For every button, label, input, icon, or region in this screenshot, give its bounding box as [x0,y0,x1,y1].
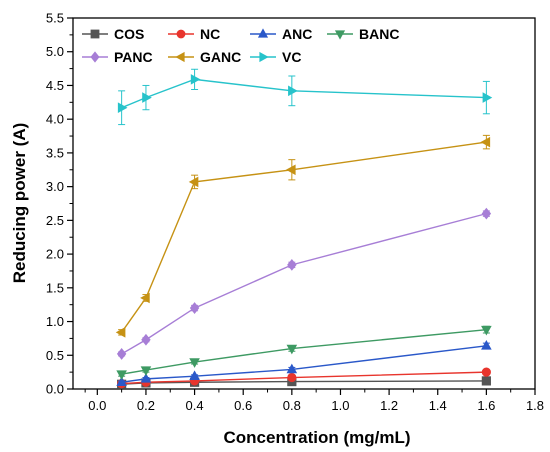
x-tick-label: 1.6 [477,398,495,413]
marker-triangle-down [189,358,200,368]
marker-triangle-down [334,30,346,40]
legend-label: ANC [282,26,312,42]
legend-item-banc: BANC [327,26,399,42]
y-tick-label: 4.0 [46,112,64,127]
y-tick-label: 2.0 [46,247,64,262]
legend-item-nc: NC [168,26,220,42]
legend-item-panc: PANC [82,49,153,65]
marker-triangle-up [481,339,492,350]
series-ganc [115,134,491,338]
marker-diamond [287,258,297,271]
legend-label: BANC [359,26,399,42]
marker-circle [481,367,491,377]
series-line [121,212,487,355]
y-tick-label: 0.0 [46,382,64,397]
marker-triangle-down [481,325,492,336]
marker-triangle-right [482,92,493,103]
marker-triangle-left [285,164,296,176]
marker-square [481,376,491,386]
marker-triangle-right [117,102,128,114]
y-tick-label: 5.5 [46,11,64,26]
marker-triangle-right [259,51,269,63]
series-anc [116,339,492,387]
marker-triangle-up [257,28,269,38]
x-tick-label: 1.8 [526,398,544,413]
x-tick-label: 0.8 [283,398,301,413]
legend-item-cos: COS [82,26,144,42]
series-line [121,78,487,109]
x-tick-label: 1.0 [331,398,349,413]
series-panc [116,207,492,360]
marker-diamond [189,302,200,314]
marker-triangle-right [190,74,201,85]
marker-triangle-left [188,176,199,188]
legend-label: VC [282,49,301,65]
plot-frame [72,17,536,390]
marker-triangle-up [116,376,127,387]
y-tick-label: 1.5 [46,280,64,295]
y-tick-label: 3.0 [46,179,64,194]
y-tick-label: 2.5 [46,213,64,228]
marker-triangle-left [175,51,185,63]
x-tick-label: 0.4 [186,398,204,413]
marker-triangle-left [140,292,150,304]
marker-diamond [90,51,100,63]
series-banc [116,325,492,381]
series-cos [117,376,491,389]
marker-triangle-up [140,373,152,383]
marker-triangle-up [286,363,298,374]
marker-triangle-down [116,370,127,381]
marker-diamond [116,348,127,360]
marker-circle [287,372,297,383]
legend-label: PANC [114,49,153,65]
y-tick-label: 4.5 [46,78,64,93]
marker-triangle-left [480,136,491,148]
marker-triangle-down [140,366,152,376]
y-tick-label: 3.5 [46,145,64,160]
series-line [121,141,487,333]
marker-triangle-down [286,344,298,355]
marker-triangle-left [115,327,126,338]
legend: COS NC ANC BANC PANC GANC VC [82,26,399,65]
x-tick-label: 0.6 [234,398,252,413]
series-vc [117,68,493,126]
legend-label: COS [114,26,144,42]
marker-triangle-right [142,92,152,103]
series-layer [115,68,493,389]
marker-circle [176,29,186,39]
x-tick-label: 1.2 [380,398,398,413]
legend-item-vc: VC [250,49,301,65]
legend-label: GANC [200,49,241,65]
y-tick-label: 1.0 [46,314,64,329]
y-tick-label: 5.0 [46,44,64,59]
legend-item-ganc: GANC [168,49,241,65]
legend-item-anc: ANC [250,26,312,42]
y-tick-label: 0.5 [46,348,64,363]
x-tick-label: 1.4 [429,398,447,413]
marker-diamond [481,207,492,220]
marker-triangle-up [189,370,200,380]
marker-square [90,29,100,39]
x-tick-label: 0.0 [88,398,106,413]
x-axis-title: Concentration (mg/mL) [224,428,411,447]
y-axis-title: Reducing power (A) [10,123,29,284]
marker-diamond [141,333,151,346]
x-tick-label: 0.2 [137,398,155,413]
legend-label: NC [200,26,220,42]
marker-triangle-right [288,85,298,97]
axes: 0.0 0.2 0.4 0.6 0.8 1.0 1.2 1.4 1.6 1.8 0.0 0.5 1.0 1… [46,11,544,414]
